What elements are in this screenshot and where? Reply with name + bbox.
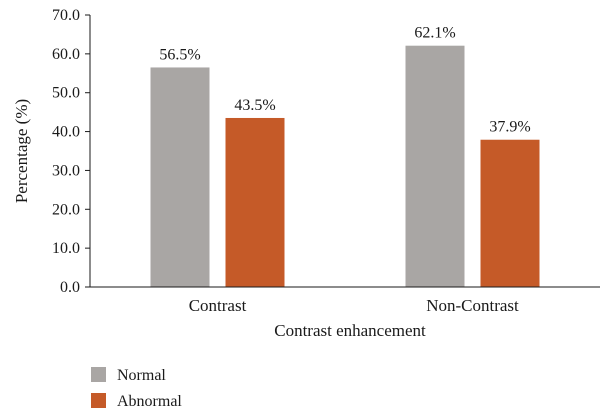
y-tick-label: 60.0 <box>52 46 80 63</box>
legend-label: Abnormal <box>117 393 182 410</box>
y-tick-label: 40.0 <box>52 124 80 141</box>
data-labels: 56.5% 43.5% 62.1% 37.9% <box>159 25 530 136</box>
bar-abnormal-contrast <box>225 117 285 287</box>
data-label: 56.5% <box>159 46 200 63</box>
bar-abnormal-non-contrast <box>480 139 540 287</box>
x-category-label: Non-Contrast <box>426 296 519 315</box>
bar-normal-contrast <box>150 67 210 287</box>
y-tick-label: 70.0 <box>52 7 80 24</box>
y-tick-label: 30.0 <box>52 162 80 179</box>
bars <box>150 45 540 287</box>
legend-swatch-abnormal <box>91 393 106 408</box>
y-tick-label: 20.0 <box>52 201 80 218</box>
y-tick-label: 0.0 <box>60 279 80 296</box>
data-label: 62.1% <box>414 25 455 42</box>
bar-normal-non-contrast <box>405 45 465 287</box>
y-tick-label: 50.0 <box>52 85 80 102</box>
y-tick-label: 10.0 <box>52 240 80 257</box>
y-axis-title: Percentage (%) <box>12 99 31 203</box>
x-axis: Contrast Non-Contrast <box>90 286 600 315</box>
y-axis: 0.0 10.0 20.0 30.0 40.0 50.0 60.0 70.0 <box>52 7 91 296</box>
data-label: 43.5% <box>234 97 275 114</box>
legend: Normal Abnormal <box>91 367 182 410</box>
x-axis-title: Contrast enhancement <box>274 321 426 340</box>
legend-swatch-normal <box>91 367 106 382</box>
legend-label: Normal <box>117 367 166 384</box>
data-label: 37.9% <box>489 119 530 136</box>
x-category-label: Contrast <box>189 296 247 315</box>
